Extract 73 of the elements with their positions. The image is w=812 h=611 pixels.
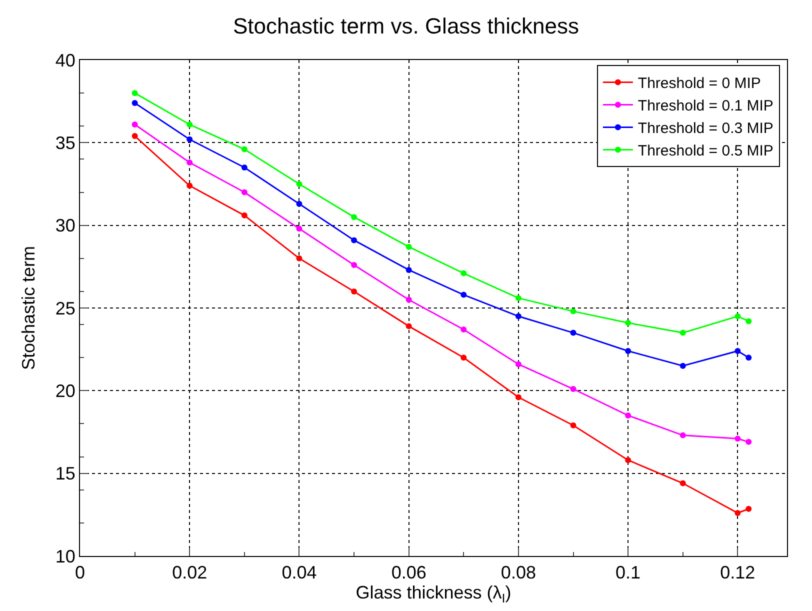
y-tick-label: 35 <box>55 132 76 153</box>
point <box>746 318 752 324</box>
x-axis-title: Glass thickness (λ$_{I}$) <box>356 582 512 606</box>
point <box>186 136 193 142</box>
point <box>515 394 522 400</box>
point <box>625 457 632 464</box>
point <box>460 270 467 276</box>
point <box>351 262 358 268</box>
point <box>734 313 741 320</box>
legend-label: Threshold = 0 MIP <box>638 75 761 92</box>
point <box>746 438 752 445</box>
legend-label: Threshold = 0.1 MIP <box>638 98 774 115</box>
point <box>406 266 412 273</box>
point <box>186 182 193 189</box>
y-axis-title: Stochastic term <box>18 246 39 370</box>
y-tick-label: 30 <box>55 216 76 236</box>
chart-title: Stochastic term vs. Glass thickness <box>233 14 579 39</box>
point <box>406 296 412 303</box>
x-tick-label: 0.02 <box>172 562 208 583</box>
point <box>570 330 576 336</box>
point <box>406 244 412 250</box>
y-tick-label: 10 <box>55 546 76 566</box>
y-tick-label: 15 <box>55 464 76 484</box>
point <box>406 323 412 330</box>
point <box>680 480 686 486</box>
x-tick-label: 0.1 <box>616 562 641 583</box>
point <box>132 100 138 106</box>
point <box>734 436 741 442</box>
point <box>625 348 632 354</box>
point <box>460 354 467 361</box>
y-tick-label: 20 <box>55 380 76 401</box>
point <box>570 422 576 428</box>
point <box>296 200 302 207</box>
point <box>680 362 686 369</box>
point <box>570 308 576 314</box>
point <box>186 121 193 128</box>
point <box>241 189 248 196</box>
point <box>625 412 632 418</box>
x-tick-label: 0.04 <box>282 562 317 583</box>
y-tick-label: 25 <box>55 298 76 318</box>
point <box>515 313 522 320</box>
point <box>186 160 193 166</box>
point <box>351 214 358 220</box>
x-tick-label: 0.08 <box>500 562 536 583</box>
x-tick-label: 0.12 <box>720 562 756 583</box>
point <box>132 121 138 128</box>
x-tick-label: 0.06 <box>391 562 426 583</box>
point <box>734 510 741 516</box>
point <box>680 330 686 336</box>
point <box>351 237 358 244</box>
point <box>132 133 138 140</box>
point <box>746 354 752 361</box>
point <box>460 326 467 332</box>
point <box>746 506 752 512</box>
point <box>515 361 522 368</box>
point <box>570 386 576 392</box>
point <box>241 164 248 170</box>
legend-label: Threshold = 0.5 MIP <box>638 142 774 160</box>
point <box>460 292 467 298</box>
point <box>132 90 138 96</box>
point <box>625 320 632 326</box>
point <box>296 181 302 187</box>
point <box>734 348 741 354</box>
point <box>515 295 522 302</box>
y-tick-label: 40 <box>55 50 76 70</box>
point <box>680 432 686 438</box>
point <box>241 212 248 218</box>
point <box>296 226 302 232</box>
point <box>296 255 302 262</box>
legend-label: Threshold = 0.3 MIP <box>638 120 774 138</box>
point <box>241 146 248 152</box>
x-tick-label: 0 <box>74 562 86 583</box>
point <box>351 288 358 294</box>
